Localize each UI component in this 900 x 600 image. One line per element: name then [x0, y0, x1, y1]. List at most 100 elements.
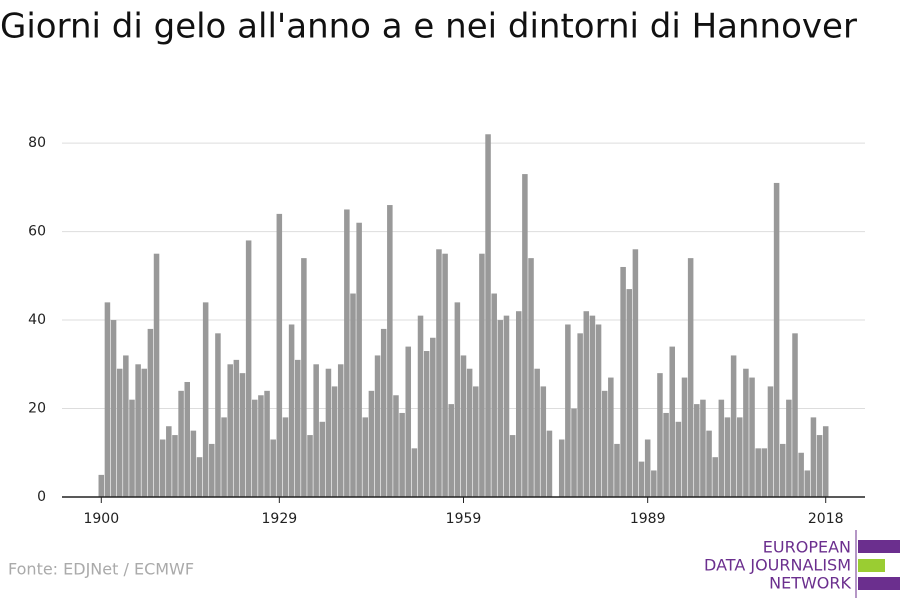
bar	[509, 435, 516, 497]
y-tick-label: 40	[28, 312, 46, 328]
bar	[595, 324, 602, 497]
bar	[442, 253, 448, 497]
bar	[98, 474, 105, 497]
bar	[522, 174, 528, 498]
bar	[718, 399, 725, 497]
bar	[804, 470, 811, 497]
y-tick-label: 60	[28, 224, 46, 240]
bar	[307, 435, 313, 497]
bar	[749, 377, 755, 497]
bar	[485, 134, 491, 498]
bar	[393, 395, 399, 497]
bar	[430, 337, 436, 497]
bar	[209, 443, 215, 497]
bar	[313, 364, 319, 497]
bar	[497, 320, 504, 497]
bar	[116, 368, 123, 497]
bar	[153, 253, 160, 497]
bar	[534, 368, 540, 497]
bar	[700, 399, 706, 497]
bar	[779, 443, 786, 497]
bar	[626, 289, 633, 497]
bar	[632, 249, 639, 497]
bar	[325, 368, 332, 497]
bar	[282, 417, 289, 497]
bar	[651, 470, 657, 497]
bar	[730, 355, 737, 497]
x-tick-label: 1989	[630, 511, 666, 527]
bar	[319, 421, 326, 497]
bar	[798, 452, 804, 497]
logo: EUROPEAN DATA JOURNALISM NETWORK	[704, 530, 900, 598]
bar	[546, 430, 553, 497]
bar	[620, 266, 626, 497]
bar	[258, 395, 264, 497]
bar	[669, 346, 675, 497]
bar	[822, 426, 829, 497]
logo-text: NETWORK	[769, 574, 851, 593]
bar	[159, 439, 166, 497]
bar	[681, 377, 688, 497]
bar	[337, 364, 344, 497]
bar	[473, 386, 479, 497]
bar	[202, 302, 209, 497]
bar	[644, 439, 651, 497]
bar	[601, 390, 608, 497]
bar	[460, 355, 467, 497]
bar	[614, 443, 620, 497]
bar	[417, 315, 424, 497]
bar	[608, 377, 614, 497]
bar	[374, 355, 381, 497]
bar	[515, 311, 522, 497]
logo-text: DATA JOURNALISM	[704, 556, 851, 575]
bar	[368, 390, 375, 497]
bar	[350, 293, 356, 497]
bar	[528, 258, 534, 497]
bar	[454, 302, 461, 497]
bar	[362, 417, 369, 497]
bar	[755, 448, 761, 497]
bar	[356, 222, 362, 497]
y-tick-label: 80	[28, 135, 46, 151]
logo-bar	[858, 540, 900, 553]
bar	[577, 333, 583, 497]
bar	[270, 439, 276, 497]
bar	[141, 368, 148, 497]
bar	[583, 311, 590, 497]
x-tick-label: 2018	[808, 511, 844, 527]
logo-bar	[858, 577, 900, 590]
bar	[558, 439, 565, 497]
bar	[190, 430, 197, 497]
bar	[712, 457, 718, 497]
bar	[694, 404, 700, 497]
bar	[816, 435, 823, 497]
bar	[411, 448, 418, 497]
bar	[178, 390, 184, 497]
bar	[786, 399, 792, 497]
bar	[184, 381, 191, 497]
bar	[301, 258, 307, 497]
bar	[221, 417, 227, 497]
bar	[331, 386, 338, 497]
bar	[135, 364, 141, 497]
bar	[239, 373, 246, 497]
bar	[380, 328, 387, 497]
bar	[294, 359, 301, 497]
bar	[276, 213, 283, 498]
bar	[405, 346, 412, 497]
bar	[540, 386, 547, 497]
x-tick-label: 1900	[83, 511, 119, 527]
bar	[466, 368, 473, 497]
x-tick-label: 1929	[262, 511, 298, 527]
bar	[706, 430, 712, 497]
bar	[344, 209, 350, 497]
bar	[166, 426, 172, 497]
bar	[736, 417, 743, 497]
bar	[773, 182, 780, 497]
bar	[724, 417, 731, 497]
logo-bar	[858, 559, 885, 572]
bar	[589, 315, 596, 497]
bar	[123, 355, 129, 497]
bar	[423, 351, 430, 497]
bar	[663, 412, 669, 497]
